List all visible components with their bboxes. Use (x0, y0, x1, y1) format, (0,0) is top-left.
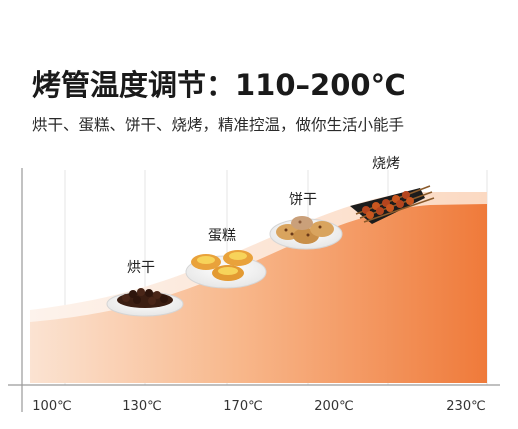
stage-label-cookie: 饼干 (289, 192, 317, 208)
page-title: 烤管温度调节：110–200℃ (32, 68, 406, 102)
tick-label-200: 200℃ (314, 399, 353, 414)
stage-label-dry: 烘干 (127, 260, 155, 276)
tick-label-170: 170℃ (223, 399, 262, 414)
tick-label-230: 230℃ (446, 399, 485, 414)
tick-label-130: 130℃ (122, 399, 161, 414)
cookies-plate (269, 216, 343, 250)
stage-label-bbq: 烧烤 (372, 156, 400, 172)
egg-tarts-plate (185, 250, 267, 289)
tick-label-100: 100℃ (32, 399, 71, 414)
skewers-tray (350, 185, 435, 224)
temperature-area (30, 204, 487, 383)
page-subtitle: 烘干、蛋糕、饼干、烧烤，精准控温，做你生活小能手 (32, 116, 405, 134)
stage-label-cake: 蛋糕 (208, 228, 236, 244)
dried-berries-plate (106, 288, 184, 317)
